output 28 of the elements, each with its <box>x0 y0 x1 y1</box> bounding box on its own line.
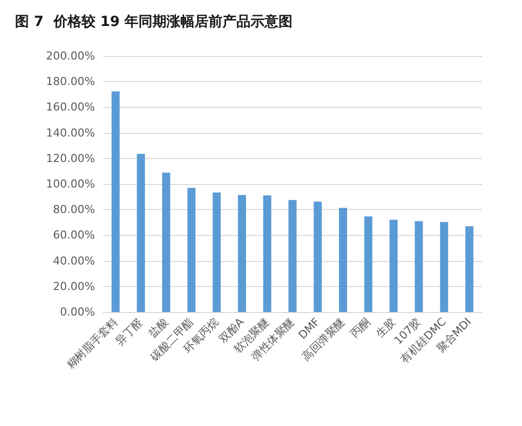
y-tick-label: 20.00% <box>53 280 95 293</box>
bar <box>263 195 272 312</box>
bar <box>238 195 246 312</box>
bar <box>364 216 372 312</box>
bar <box>440 222 448 312</box>
y-tick-label: 40.00% <box>53 254 95 268</box>
bar <box>112 91 120 312</box>
x-tick-label: 丙酮 <box>348 315 373 340</box>
bar <box>390 220 398 312</box>
y-tick-label: 120.00% <box>46 152 95 165</box>
bar <box>288 200 297 312</box>
bar <box>212 192 221 312</box>
y-tick-label: 160.00% <box>46 100 95 114</box>
y-tick-label: 140.00% <box>46 126 95 140</box>
bar <box>338 208 348 312</box>
bar <box>414 221 423 312</box>
bar <box>465 226 474 312</box>
y-tick-label: 100.00% <box>46 178 95 190</box>
y-tick-label: 200.00% <box>46 50 95 62</box>
bar <box>314 202 322 312</box>
chart-title: 图 7 价格较 19 年同期涨幅居前产品示意图 <box>15 13 293 30</box>
bar <box>187 188 196 312</box>
y-tick-label: 180.00% <box>46 75 95 88</box>
y-tick-label: 80.00% <box>53 203 95 216</box>
bar <box>162 172 170 312</box>
bar <box>136 154 145 312</box>
y-tick-label: 0.00% <box>60 306 95 318</box>
y-tick-label: 60.00% <box>53 228 95 242</box>
